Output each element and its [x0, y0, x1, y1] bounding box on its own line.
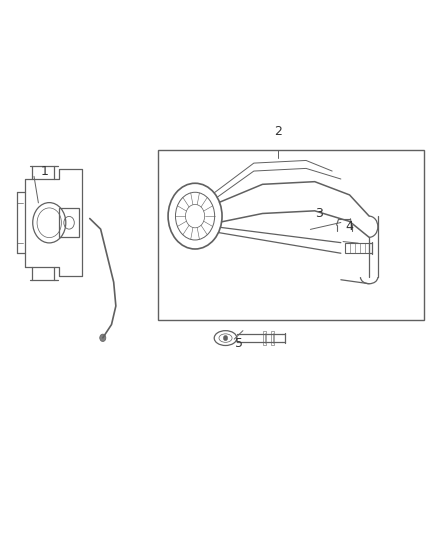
Bar	[271, 331, 274, 345]
Text: 4: 4	[346, 220, 353, 233]
Text: 5: 5	[235, 337, 243, 350]
Bar	[158, 150, 424, 319]
Circle shape	[223, 335, 228, 341]
Text: 3: 3	[315, 207, 323, 220]
Text: 1: 1	[41, 165, 49, 177]
Bar	[345, 243, 369, 253]
Bar	[59, 208, 79, 237]
Circle shape	[100, 334, 106, 342]
Bar	[263, 331, 266, 345]
Text: 2: 2	[274, 125, 282, 138]
